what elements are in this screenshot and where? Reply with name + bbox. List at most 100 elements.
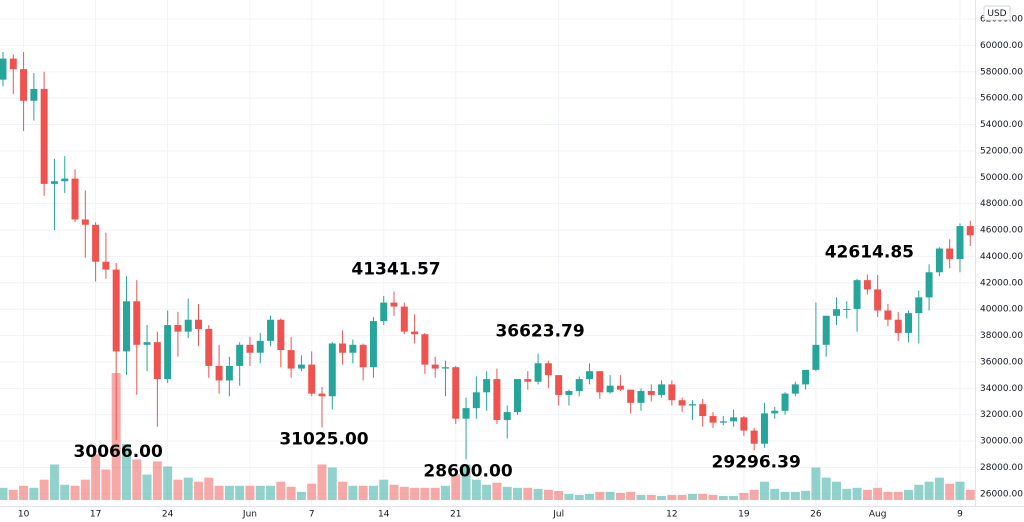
volume-bar [70,485,80,500]
candle-body [40,88,48,184]
y-tick-label: 50000.00 [980,173,1023,183]
volume-bar [492,482,502,500]
volume-bar [574,494,584,500]
volume-bar [636,494,646,500]
candle-body [802,369,810,385]
x-tick-label: 26 [810,510,822,520]
y-tick-label: 42000.00 [980,278,1023,288]
candle-body [441,367,449,369]
x-tick-label: 24 [162,510,174,520]
volume-bar [883,491,893,500]
candle-body [174,325,182,332]
volume-bar [554,490,564,500]
y-tick-label: 56000.00 [980,94,1023,104]
volume-bar [348,485,358,500]
candle-body [462,408,470,419]
volume-bar [718,495,728,500]
candle-body [339,343,347,353]
y-tick-label: 28000.00 [980,463,1023,473]
candle-body [832,309,840,316]
price-annotation: 41341.57 [351,259,440,279]
x-tick-label: 19 [738,510,750,520]
volume-bar [142,474,152,500]
volume-bar [770,488,780,500]
x-tick-label: 21 [450,510,461,520]
candle-layer [0,51,974,460]
candle-body [709,416,717,423]
candle-body [874,289,882,311]
candle-body [400,306,408,332]
candle-body [668,384,676,401]
volume-bar [842,488,852,500]
currency-box [983,5,1011,21]
candle-body [225,365,233,381]
candle-body [256,340,264,353]
candle-body [555,375,563,395]
volume-bar [585,493,595,500]
candle-body [92,224,100,262]
candle-body [658,384,666,395]
candle-body [843,308,851,310]
candle-body [575,379,583,391]
candle-body [647,390,655,395]
volume-bar [440,485,450,500]
candle-body [133,301,141,345]
volume-bar [811,467,821,500]
candle-body [236,344,244,366]
volume-bar [749,489,759,500]
candle-body [297,364,305,369]
volume-bar [224,485,234,500]
grid [0,0,975,506]
volume-bar [646,494,656,500]
candle-body [205,328,213,366]
volume-bar [121,444,131,500]
candle-body [122,301,130,352]
volume-bar [893,491,903,500]
volume-bar [471,479,481,500]
volume-bar [327,467,337,500]
candle-body [894,319,902,333]
volume-bar [615,492,625,500]
candle-body [81,219,89,225]
volume-bar [801,490,811,500]
volume-bar [790,491,800,500]
y-tick-label: 46000.00 [980,226,1023,236]
volume-bar [945,483,955,500]
volume-bar [780,491,790,500]
candle-body [915,297,923,314]
y-tick-label: 52000.00 [980,146,1023,156]
candle-body [503,412,511,420]
candle-body [390,302,398,307]
x-tick-label: Aug [869,510,887,520]
volume-bar [523,487,533,500]
volume-bar [914,484,924,500]
x-tick-label: 7 [309,510,315,520]
candle-body [493,379,501,420]
candle-body [863,280,871,290]
volume-bar [39,479,49,500]
x-tick-label: 10 [18,510,30,520]
volume-bar [595,491,605,500]
volume-bar [266,485,276,500]
volume-bar [739,492,749,500]
volume-bar [60,484,70,500]
price-annotation: 28600.00 [423,462,512,482]
candle-body [771,410,779,414]
candle-body [20,69,28,101]
volume-bar [0,487,8,500]
volume-bar [564,493,574,500]
candle-body [308,364,316,394]
volume-bar [430,487,440,500]
volume-bar [245,485,255,500]
y-tick-label: 60000.00 [980,41,1023,51]
candle-body [359,344,367,368]
candle-body [791,384,799,394]
volume-bar [934,477,944,500]
y-tick-label: 26000.00 [980,489,1023,499]
price-annotation: 36623.79 [495,322,584,342]
volume-bar [368,485,378,500]
candle-body [411,331,419,335]
candle-body [277,319,285,351]
